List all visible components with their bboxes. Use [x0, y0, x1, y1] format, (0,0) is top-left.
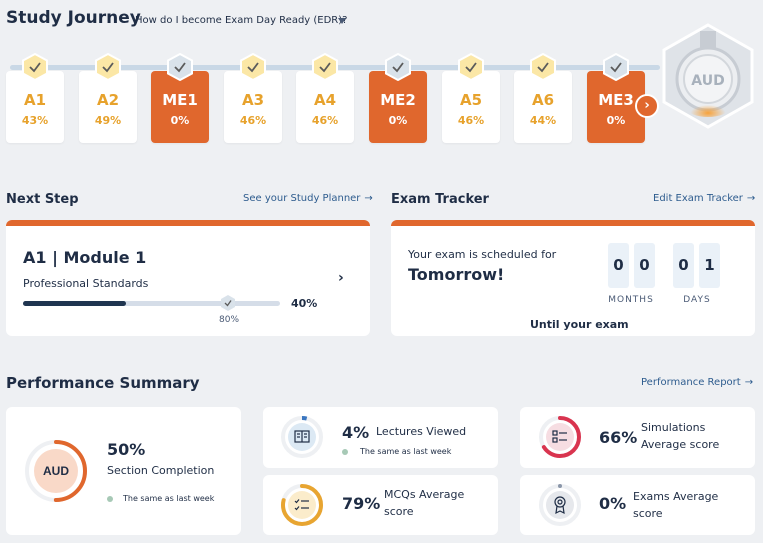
arrow-right-icon: →: [744, 377, 754, 388]
journey-code: A2: [96, 91, 120, 109]
mcqs-label-2: score: [384, 505, 414, 518]
check-hex-icon: [458, 53, 484, 81]
section-trend-note: The same as last week: [123, 494, 215, 503]
exam-tracker-card: [391, 220, 755, 336]
journey-percent: 44%: [529, 114, 557, 127]
page-title: Study Journey: [6, 8, 141, 28]
journey-card-a2[interactable]: A2 49%: [79, 71, 137, 143]
lectures-label: Lectures Viewed: [376, 425, 467, 438]
simulations-label-2: Average score: [641, 438, 720, 451]
months-label: MONTHS: [608, 295, 654, 305]
exams-label-1: Exams Average: [633, 490, 719, 503]
months-digit: 0: [608, 243, 629, 288]
exam-scheduled-text: Your exam is scheduled for: [408, 248, 557, 261]
edit-exam-tracker-link[interactable]: Edit Exam Tracker →: [653, 193, 756, 204]
journey-card-me2[interactable]: ME2 0%: [369, 71, 427, 143]
mcqs-label-1: MCQs Average: [384, 488, 465, 501]
exams-label-2: score: [633, 507, 663, 520]
journey-code: A6: [531, 91, 555, 109]
section-completion-value: 50%: [107, 440, 146, 459]
aud-badge-label: AUD: [691, 73, 725, 89]
journey-code: A1: [23, 91, 47, 109]
lectures-trend-note: The same as last week: [360, 447, 452, 456]
module-progress-percent: 40%: [291, 297, 318, 310]
simulations-value: 66%: [599, 428, 638, 447]
journey-percent: 49%: [94, 114, 122, 127]
journey-percent: 46%: [311, 114, 339, 127]
next-step-heading: Next Step: [6, 192, 79, 207]
simulations-label-1: Simulations: [641, 421, 706, 434]
check-hex-icon: [167, 53, 193, 81]
exam-tracker-heading: Exam Tracker: [391, 192, 489, 207]
journey-code: ME3: [598, 91, 634, 109]
check-hex-icon: [385, 53, 411, 81]
journey-percent: 0%: [606, 114, 626, 127]
performance-heading: Performance Summary: [6, 374, 200, 392]
section-completion-ring: AUD: [25, 440, 87, 502]
exam-when: Tomorrow!: [408, 265, 505, 284]
journey-card-me1[interactable]: ME1 0%: [151, 71, 209, 143]
journey-card-a5[interactable]: A5 46%: [442, 71, 500, 143]
trend-dot: [342, 449, 348, 455]
check-hex-icon: [240, 53, 266, 81]
target-marker-icon: [221, 295, 235, 311]
exams-value: 0%: [599, 494, 627, 513]
journey-percent: 46%: [457, 114, 485, 127]
next-step-card[interactable]: [6, 220, 370, 336]
journey-percent: 46%: [239, 114, 267, 127]
section-badge-text: AUD: [43, 464, 69, 478]
days-digit: 0: [673, 243, 694, 288]
check-hex-icon: [312, 53, 338, 81]
lectures-value: 4%: [342, 423, 370, 442]
mcqs-ring: [281, 484, 323, 526]
journey-card-a3[interactable]: A3 46%: [224, 71, 282, 143]
journey-card-a1[interactable]: A1 43%: [6, 71, 64, 143]
journey-code: A4: [313, 91, 337, 109]
trend-dot: [107, 496, 113, 502]
module-progress-bar: [23, 301, 280, 306]
until-exam-text: Until your exam: [530, 318, 629, 331]
simulations-ring: [539, 416, 581, 458]
award-icon: [554, 496, 566, 515]
journey-percent: 0%: [388, 114, 408, 127]
edr-question-dropdown[interactable]: How do I become Exam Day Ready (EDR)?: [135, 15, 348, 26]
journey-code: ME2: [380, 91, 416, 109]
check-hex-icon: [22, 53, 48, 81]
chevron-right-icon[interactable]: ›: [338, 270, 344, 286]
journey-code: A5: [459, 91, 483, 109]
journey-code: ME1: [162, 91, 198, 109]
checklist-icon: [294, 499, 309, 511]
section-completion-label: Section Completion: [107, 464, 215, 477]
list-icon: [552, 430, 567, 443]
journey-card-a4[interactable]: A4 46%: [296, 71, 354, 143]
journey-card-a6[interactable]: A6 44%: [514, 71, 572, 143]
journey-next-button[interactable]: ›: [635, 94, 659, 118]
module-subtitle: Professional Standards: [23, 277, 149, 290]
module-progress-fill: [23, 301, 126, 306]
chevron-down-icon[interactable]: [338, 18, 346, 24]
book-icon: [294, 430, 310, 443]
module-title: A1 | Module 1: [23, 248, 147, 267]
target-percent: 80%: [219, 315, 240, 325]
check-hex-icon: [603, 53, 629, 81]
journey-card-me3[interactable]: ME3 0%: [587, 71, 645, 143]
days-digit: 1: [699, 243, 720, 288]
study-planner-link[interactable]: See your Study Planner →: [243, 193, 373, 204]
days-label: DAYS: [683, 295, 711, 305]
journey-percent: 0%: [170, 114, 190, 127]
journey-code: A3: [241, 91, 265, 109]
mcqs-value: 79%: [342, 494, 381, 513]
performance-report-link[interactable]: Performance Report →: [641, 377, 754, 388]
months-digit: 0: [634, 243, 655, 288]
check-hex-icon: [95, 53, 121, 81]
arrow-right-icon: →: [746, 193, 756, 204]
check-hex-icon: [530, 53, 556, 81]
journey-percent: 43%: [21, 114, 49, 127]
arrow-right-icon: →: [364, 193, 373, 204]
aud-badge-icon: [662, 23, 754, 129]
lectures-ring: [281, 416, 323, 458]
exams-ring: [539, 484, 581, 526]
